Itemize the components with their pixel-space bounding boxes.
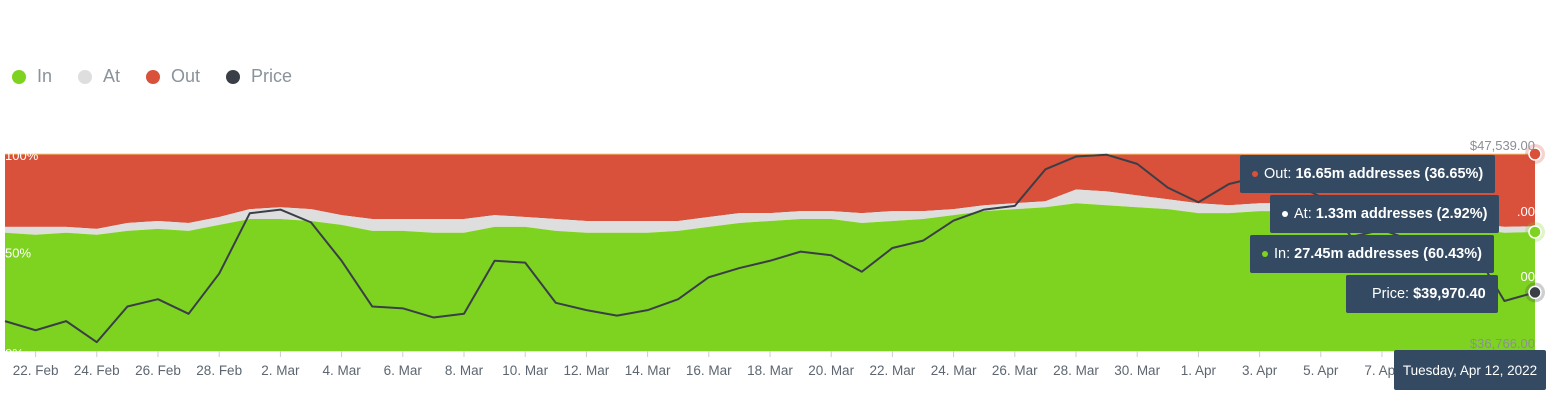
legend-item-in[interactable]: In xyxy=(12,66,52,87)
x-tick-label: 22. Feb xyxy=(13,363,59,378)
x-tick-label: 20. Mar xyxy=(808,363,854,378)
out-marker xyxy=(1528,147,1542,161)
legend-label-out: Out xyxy=(171,66,201,86)
x-tick-label: 22. Mar xyxy=(870,363,916,378)
x-tick-label: 5. Apr xyxy=(1303,363,1339,378)
x-tick-label: 1. Apr xyxy=(1181,363,1217,378)
x-tick-label: 16. Mar xyxy=(686,363,732,378)
x-tick-label: 14. Mar xyxy=(625,363,671,378)
legend-label-at: At xyxy=(103,66,121,86)
x-tick-label: 26. Feb xyxy=(135,363,181,378)
in-marker xyxy=(1528,225,1542,239)
x-tick-label: 4. Mar xyxy=(322,363,361,378)
x-tick-label: 24. Feb xyxy=(74,363,120,378)
x-tick-label: 3. Apr xyxy=(1242,363,1278,378)
chart-legend: In At Out Price xyxy=(12,66,318,87)
x-tick-label: 30. Mar xyxy=(1114,363,1160,378)
tooltip-at: At: 1.33m addresses (2.92%) xyxy=(1270,195,1500,233)
x-tick-label: 24. Mar xyxy=(931,363,977,378)
in-area xyxy=(5,203,1535,351)
at-area xyxy=(5,189,1535,235)
price-label-max: $47,539.00 xyxy=(1470,138,1535,153)
x-tick-label: 6. Mar xyxy=(384,363,423,378)
legend-item-out[interactable]: Out xyxy=(146,66,200,87)
x-tick-label: 10. Mar xyxy=(502,363,548,378)
x-tick-label: 26. Mar xyxy=(992,363,1038,378)
legend-dot-price xyxy=(226,69,241,84)
tooltip-out-dot xyxy=(1252,171,1258,177)
y-label-0: 0% xyxy=(5,346,24,361)
price-label-min: $36,766.00 xyxy=(1470,336,1535,351)
out-area xyxy=(5,154,1535,229)
tooltip-in-dot xyxy=(1262,251,1268,257)
tooltip-price-value: $39,970.40 xyxy=(1413,286,1486,302)
tooltip-out: Out: 16.65m addresses (36.65%) xyxy=(1240,155,1496,193)
date-tooltip: Tuesday, Apr 12, 2022 xyxy=(1394,350,1546,390)
price-label-partial-upper: .00 xyxy=(1517,204,1535,219)
x-tick-label: 18. Mar xyxy=(747,363,793,378)
legend-label-in: In xyxy=(37,66,53,86)
legend-label-price: Price xyxy=(251,66,293,86)
tooltip-price: Price: $39,970.40 xyxy=(1346,275,1498,313)
legend-dot-out xyxy=(146,69,161,84)
x-tick-label: 2. Mar xyxy=(261,363,300,378)
x-tick-label: 12. Mar xyxy=(564,363,610,378)
tooltip-in-value: 27.45m addresses (60.43%) xyxy=(1294,246,1482,262)
y-label-50: 50% xyxy=(5,246,31,261)
x-tick-label: 28. Mar xyxy=(1053,363,1099,378)
tooltip-in-label: In: xyxy=(1274,246,1291,262)
x-tick-label: 28. Feb xyxy=(196,363,242,378)
legend-item-price[interactable]: Price xyxy=(226,66,292,87)
tooltip-at-label: At: xyxy=(1294,206,1312,222)
legend-dot-at xyxy=(78,69,93,84)
y-label-100: 100% xyxy=(5,148,39,163)
legend-dot-in xyxy=(12,69,26,84)
price-marker xyxy=(1528,285,1542,300)
price-label-partial-lower: 00 xyxy=(1521,269,1535,284)
tooltip-out-label: Out: xyxy=(1264,166,1292,182)
x-tick-label: 7. Apr xyxy=(1364,363,1400,378)
tooltip-out-value: 16.65m addresses (36.65%) xyxy=(1295,166,1484,182)
tooltip-price-label: Price: xyxy=(1372,286,1410,302)
tooltip-at-value: 1.33m addresses (2.92%) xyxy=(1315,206,1488,222)
x-tick-label: 8. Mar xyxy=(445,363,484,378)
tooltip-at-dot xyxy=(1282,211,1288,217)
tooltip-in: In: 27.45m addresses (60.43%) xyxy=(1250,235,1494,273)
legend-item-at[interactable]: At xyxy=(78,66,120,87)
